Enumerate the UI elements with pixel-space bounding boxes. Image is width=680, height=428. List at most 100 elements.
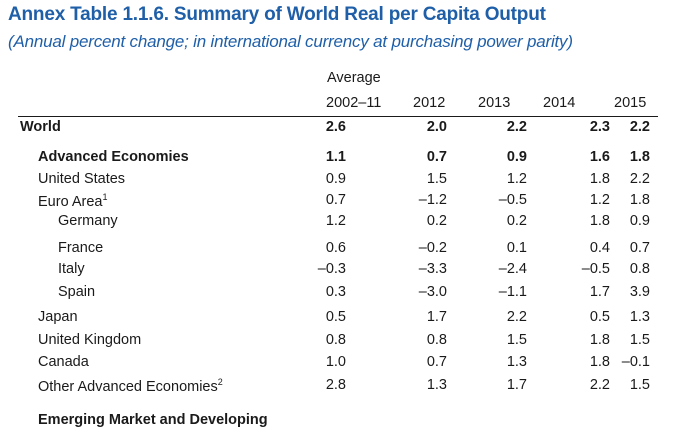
row-value: 0.6 (325, 240, 346, 256)
row-label: Spain (58, 284, 95, 300)
table-row: Germany 1.2 0.2 0.2 1.8 0.9 (0, 213, 680, 233)
row-value: 1.3 (629, 309, 650, 325)
row-label-text: Spain (58, 284, 96, 300)
row-value: 1.2 (325, 213, 346, 229)
row-label-text: Germany (58, 213, 118, 229)
header-average: Average (327, 70, 381, 86)
next-section-heading: Emerging Market and Developing (38, 412, 268, 428)
row-value: 1.0 (325, 354, 346, 370)
row-value: 2.2 (629, 171, 650, 187)
table-row: Euro Area1 0.7 –1.2 –0.5 1.2 1.8 (0, 192, 680, 212)
row-label: France (58, 240, 103, 256)
row-value: –0.5 (581, 261, 610, 277)
row-label-text: Euro Area (38, 194, 103, 210)
row-value: 2.0 (426, 119, 447, 135)
row-label: Advanced Economies (38, 149, 189, 165)
row-label: Other Advanced Economies2 (38, 377, 223, 395)
table-title: Annex Table 1.1.6. Summary of World Real… (8, 4, 546, 25)
row-value: 0.9 (506, 149, 527, 165)
row-value: 1.7 (426, 309, 447, 325)
row-value: –1.1 (498, 284, 527, 300)
row-value: 0.7 (629, 240, 650, 256)
row-value: 0.1 (506, 240, 527, 256)
row-value: 0.7 (426, 149, 447, 165)
row-label: World (20, 119, 61, 135)
row-value: 0.8 (325, 332, 346, 348)
row-label-text: Italy (58, 261, 85, 277)
row-value: 1.8 (589, 354, 610, 370)
row-value: 2.2 (506, 119, 527, 135)
row-value: 1.2 (506, 171, 527, 187)
row-value: 1.5 (629, 332, 650, 348)
row-value: 0.2 (426, 213, 447, 229)
row-value: 2.2 (506, 309, 527, 325)
row-label-text: France (58, 240, 104, 256)
row-value: 0.9 (629, 213, 650, 229)
row-value: 1.7 (589, 284, 610, 300)
row-value: 1.2 (589, 192, 610, 208)
row-value: –0.3 (317, 261, 346, 277)
row-value: 1.8 (589, 171, 610, 187)
row-value: 2.8 (325, 377, 346, 393)
header-2013: 2013 (478, 95, 511, 111)
row-value: –0.2 (418, 240, 447, 256)
row-value: 1.8 (629, 192, 650, 208)
row-value: 0.8 (426, 332, 447, 348)
row-label: Italy (58, 261, 85, 277)
table-row: World 2.6 2.0 2.2 2.3 2.2 (0, 119, 680, 139)
row-label: United Kingdom (38, 332, 141, 348)
footnote-marker: 1 (102, 192, 108, 202)
row-value: 2.2 (629, 119, 650, 135)
table-row: Advanced Economies 1.1 0.7 0.9 1.6 1.8 (0, 149, 680, 169)
row-value: 1.8 (589, 213, 610, 229)
table-row: France 0.6 –0.2 0.1 0.4 0.7 (0, 240, 680, 260)
header-rule (18, 116, 658, 117)
row-label-text: Other Advanced Economies (38, 379, 218, 395)
table-row: Japan 0.5 1.7 2.2 0.5 1.3 (0, 309, 680, 329)
row-label-text: Advanced Economies (38, 149, 189, 165)
header-2015: 2015 (614, 95, 647, 111)
row-value: –3.0 (418, 284, 447, 300)
row-value: 2.6 (325, 119, 346, 135)
row-label-text: World (20, 119, 61, 135)
row-value: 2.3 (589, 119, 610, 135)
row-value: 1.1 (325, 149, 346, 165)
row-value: 1.8 (629, 149, 650, 165)
row-value: 0.5 (589, 309, 610, 325)
row-value: 0.7 (426, 354, 447, 370)
row-value: 0.4 (589, 240, 610, 256)
row-label-text: United Kingdom (38, 332, 142, 348)
row-label: Euro Area1 (38, 192, 108, 210)
row-value: –0.1 (621, 354, 650, 370)
row-label: United States (38, 171, 125, 187)
row-value: 2.2 (589, 377, 610, 393)
row-value: 1.5 (506, 332, 527, 348)
row-value: 1.3 (426, 377, 447, 393)
row-label: Canada (38, 354, 89, 370)
header-2002-11: 2002–11 (326, 95, 382, 111)
row-label-text: Japan (38, 309, 78, 325)
header-2012: 2012 (413, 95, 446, 111)
row-value: 1.5 (426, 171, 447, 187)
row-value: 0.7 (325, 192, 346, 208)
table-row: United States 0.9 1.5 1.2 1.8 2.2 (0, 171, 680, 191)
table-row: United Kingdom 0.8 0.8 1.5 1.8 1.5 (0, 332, 680, 352)
row-value: –1.2 (418, 192, 447, 208)
table-row: Italy –0.3 –3.3 –2.4 –0.5 0.8 (0, 261, 680, 281)
row-value: 1.8 (589, 332, 610, 348)
row-value: 1.7 (506, 377, 527, 393)
row-label-text: Canada (38, 354, 89, 370)
row-value: 0.2 (506, 213, 527, 229)
row-value: –0.5 (498, 192, 527, 208)
row-value: 1.5 (629, 377, 650, 393)
row-label: Germany (58, 213, 118, 229)
row-value: 0.9 (325, 171, 346, 187)
row-value: 3.9 (629, 284, 650, 300)
row-value: 0.5 (325, 309, 346, 325)
row-value: –3.3 (418, 261, 447, 277)
row-value: 0.8 (629, 261, 650, 277)
footnote-marker: 2 (217, 377, 223, 387)
row-value: –2.4 (498, 261, 527, 277)
table-row: Spain 0.3 –3.0 –1.1 1.7 3.9 (0, 284, 680, 304)
header-2014: 2014 (543, 95, 576, 111)
